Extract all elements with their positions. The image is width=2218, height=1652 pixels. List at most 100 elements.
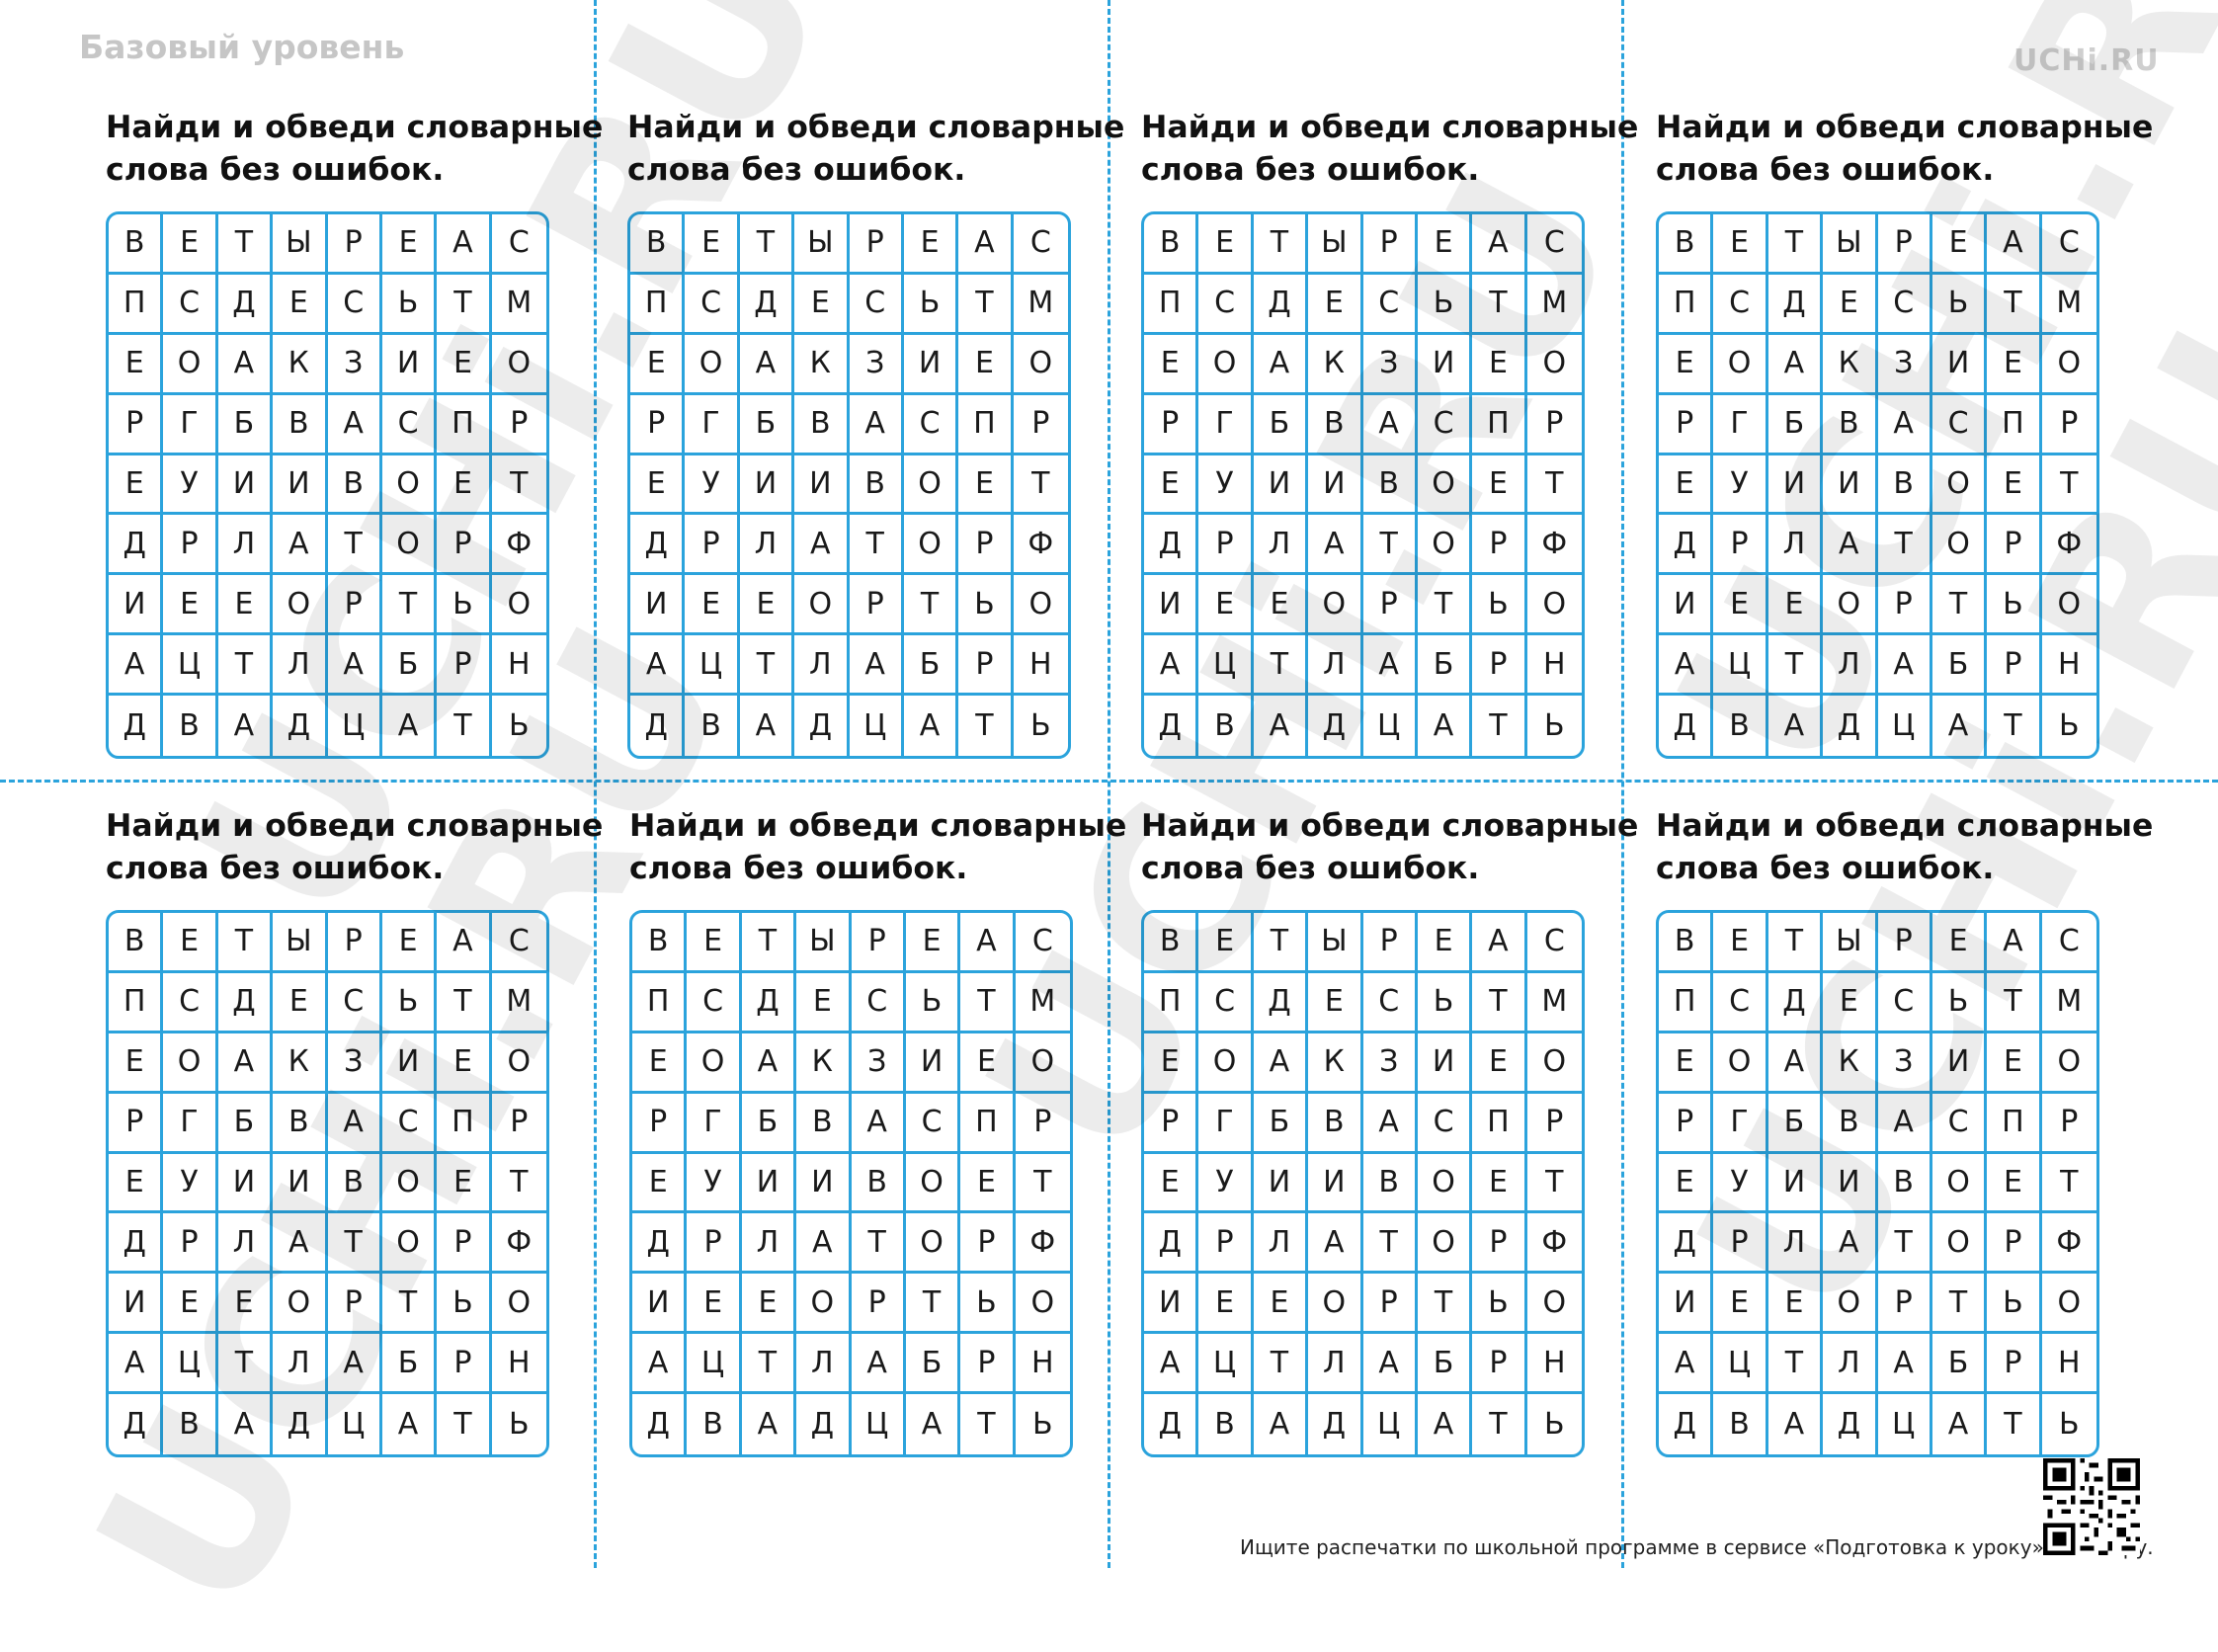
letter-cell[interactable]: Б	[1417, 1334, 1473, 1395]
letter-cell[interactable]: Е	[163, 214, 218, 275]
letter-cell[interactable]: К	[1823, 334, 1878, 395]
letter-cell[interactable]: О	[1198, 334, 1254, 395]
letter-cell[interactable]: Д	[109, 515, 164, 576]
letter-cell[interactable]: А	[1932, 696, 1988, 756]
letter-cell[interactable]: В	[685, 696, 740, 756]
letter-cell[interactable]: В	[1713, 696, 1768, 756]
letter-cell[interactable]: И	[217, 454, 274, 516]
letter-cell[interactable]: О	[1931, 515, 1988, 576]
letter-cell[interactable]: Г	[1198, 1093, 1254, 1154]
letter-cell[interactable]: Т	[960, 972, 1016, 1033]
letter-cell[interactable]: Р	[1362, 1274, 1418, 1335]
letter-cell[interactable]: С	[2041, 913, 2096, 973]
letter-cell[interactable]: Н	[1526, 1334, 1582, 1395]
letter-cell[interactable]: Е	[958, 334, 1014, 395]
letter-cell[interactable]: Т	[1931, 575, 1988, 636]
letter-cell[interactable]: О	[381, 515, 438, 576]
letter-cell[interactable]: Ц	[1198, 1334, 1254, 1395]
letter-cell[interactable]: Р	[327, 575, 382, 636]
letter-cell[interactable]: Ф	[1015, 1213, 1070, 1275]
letter-cell[interactable]: А	[794, 515, 850, 576]
letter-cell[interactable]: Е	[739, 575, 795, 636]
letter-cell[interactable]: Ь	[1987, 1274, 2042, 1335]
letter-cell[interactable]: О	[1526, 1033, 1582, 1094]
letter-cell[interactable]: С	[327, 972, 382, 1033]
letter-cell[interactable]: Л	[1767, 515, 1824, 576]
letter-cell[interactable]: А	[327, 394, 382, 455]
letter-cell[interactable]: Е	[1253, 575, 1309, 636]
letter-cell[interactable]: А	[1767, 334, 1824, 395]
letter-cell[interactable]: А	[1987, 913, 2042, 973]
letter-cell[interactable]: Р	[2041, 1094, 2096, 1154]
letter-cell[interactable]: О	[796, 1274, 852, 1335]
letter-cell[interactable]: Е	[437, 1153, 492, 1214]
letter-cell[interactable]: С	[1526, 913, 1582, 973]
letter-cell[interactable]: Д	[1144, 696, 1199, 756]
letter-cell[interactable]: Ь	[381, 274, 438, 335]
letter-cell[interactable]: Т	[381, 575, 438, 636]
letter-cell[interactable]: А	[741, 1032, 797, 1094]
letter-cell[interactable]: О	[1526, 335, 1582, 395]
letter-cell[interactable]: С	[849, 274, 904, 335]
letter-cell[interactable]: Ы	[273, 913, 328, 973]
letter-cell[interactable]: Е	[381, 214, 438, 275]
letter-cell[interactable]: А	[218, 696, 274, 756]
letter-cell[interactable]: Т	[1767, 214, 1824, 275]
letter-cell[interactable]: Е	[273, 274, 328, 335]
letter-cell[interactable]: А	[273, 1213, 328, 1275]
letter-cell[interactable]: М	[491, 275, 546, 335]
letter-cell[interactable]: Т	[1877, 1213, 1932, 1275]
letter-cell[interactable]: И	[273, 1153, 328, 1214]
letter-cell[interactable]: Ф	[1013, 515, 1068, 576]
letter-cell[interactable]: И	[796, 1153, 852, 1214]
letter-cell[interactable]: Т	[905, 1274, 961, 1335]
letter-cell[interactable]: Б	[1417, 635, 1473, 697]
letter-cell[interactable]: Ц	[1878, 696, 1932, 756]
letter-cell[interactable]: А	[1768, 1394, 1824, 1454]
letter-cell[interactable]: Р	[327, 1274, 382, 1335]
letter-cell[interactable]: Ф	[491, 515, 546, 576]
letter-cell[interactable]: Р	[2041, 395, 2096, 455]
letter-cell[interactable]: С	[1877, 274, 1932, 335]
letter-cell[interactable]: И	[1417, 1032, 1473, 1094]
letter-cell[interactable]: А	[327, 1093, 382, 1154]
letter-cell[interactable]: К	[273, 1032, 328, 1094]
letter-cell[interactable]: Г	[1713, 394, 1768, 455]
letter-cell[interactable]: Ц	[1713, 1334, 1768, 1395]
letter-cell[interactable]: Д	[1659, 696, 1714, 756]
letter-cell[interactable]: И	[632, 1274, 688, 1335]
letter-cell[interactable]: О	[1526, 1274, 1582, 1335]
letter-cell[interactable]: С	[687, 972, 742, 1033]
letter-cell[interactable]: Е	[1144, 1032, 1199, 1094]
letter-cell[interactable]: М	[1013, 275, 1068, 335]
letter-cell[interactable]: О	[794, 575, 850, 636]
letter-cell[interactable]: Д	[1767, 274, 1824, 335]
letter-cell[interactable]: В	[1308, 394, 1363, 455]
letter-cell[interactable]: Л	[739, 515, 795, 576]
letter-cell[interactable]: Т	[217, 913, 274, 973]
letter-cell[interactable]: А	[1254, 1394, 1309, 1454]
letter-cell[interactable]: Ь	[2059, 1407, 2080, 1443]
letter-cell[interactable]: О	[2041, 1274, 2096, 1335]
letter-cell[interactable]: Р	[1987, 635, 2042, 697]
letter-cell[interactable]: В	[687, 1394, 742, 1454]
letter-cell[interactable]: А	[1767, 1032, 1824, 1094]
letter-cell[interactable]: Е	[1144, 454, 1199, 516]
letter-cell[interactable]: Ь	[509, 708, 530, 744]
letter-cell[interactable]: Р	[163, 515, 218, 576]
letter-cell[interactable]: Е	[1417, 214, 1473, 275]
letter-cell[interactable]: С	[1417, 1093, 1473, 1154]
letter-cell[interactable]: О	[273, 575, 328, 636]
letter-cell[interactable]: Р	[1362, 575, 1418, 636]
letter-cell[interactable]: С	[1015, 913, 1070, 973]
letter-cell[interactable]: А	[1823, 1213, 1878, 1275]
letter-cell[interactable]: С	[491, 913, 546, 973]
letter-cell[interactable]: У	[687, 1153, 742, 1214]
letter-cell[interactable]: И	[217, 1153, 274, 1214]
letter-cell[interactable]: И	[1308, 454, 1363, 516]
letter-cell[interactable]: К	[796, 1032, 852, 1094]
letter-cell[interactable]: Т	[217, 1334, 274, 1395]
letter-cell[interactable]: Р	[1472, 1334, 1527, 1395]
letter-cell[interactable]: А	[1254, 696, 1309, 756]
letter-cell[interactable]: Е	[1472, 334, 1527, 395]
